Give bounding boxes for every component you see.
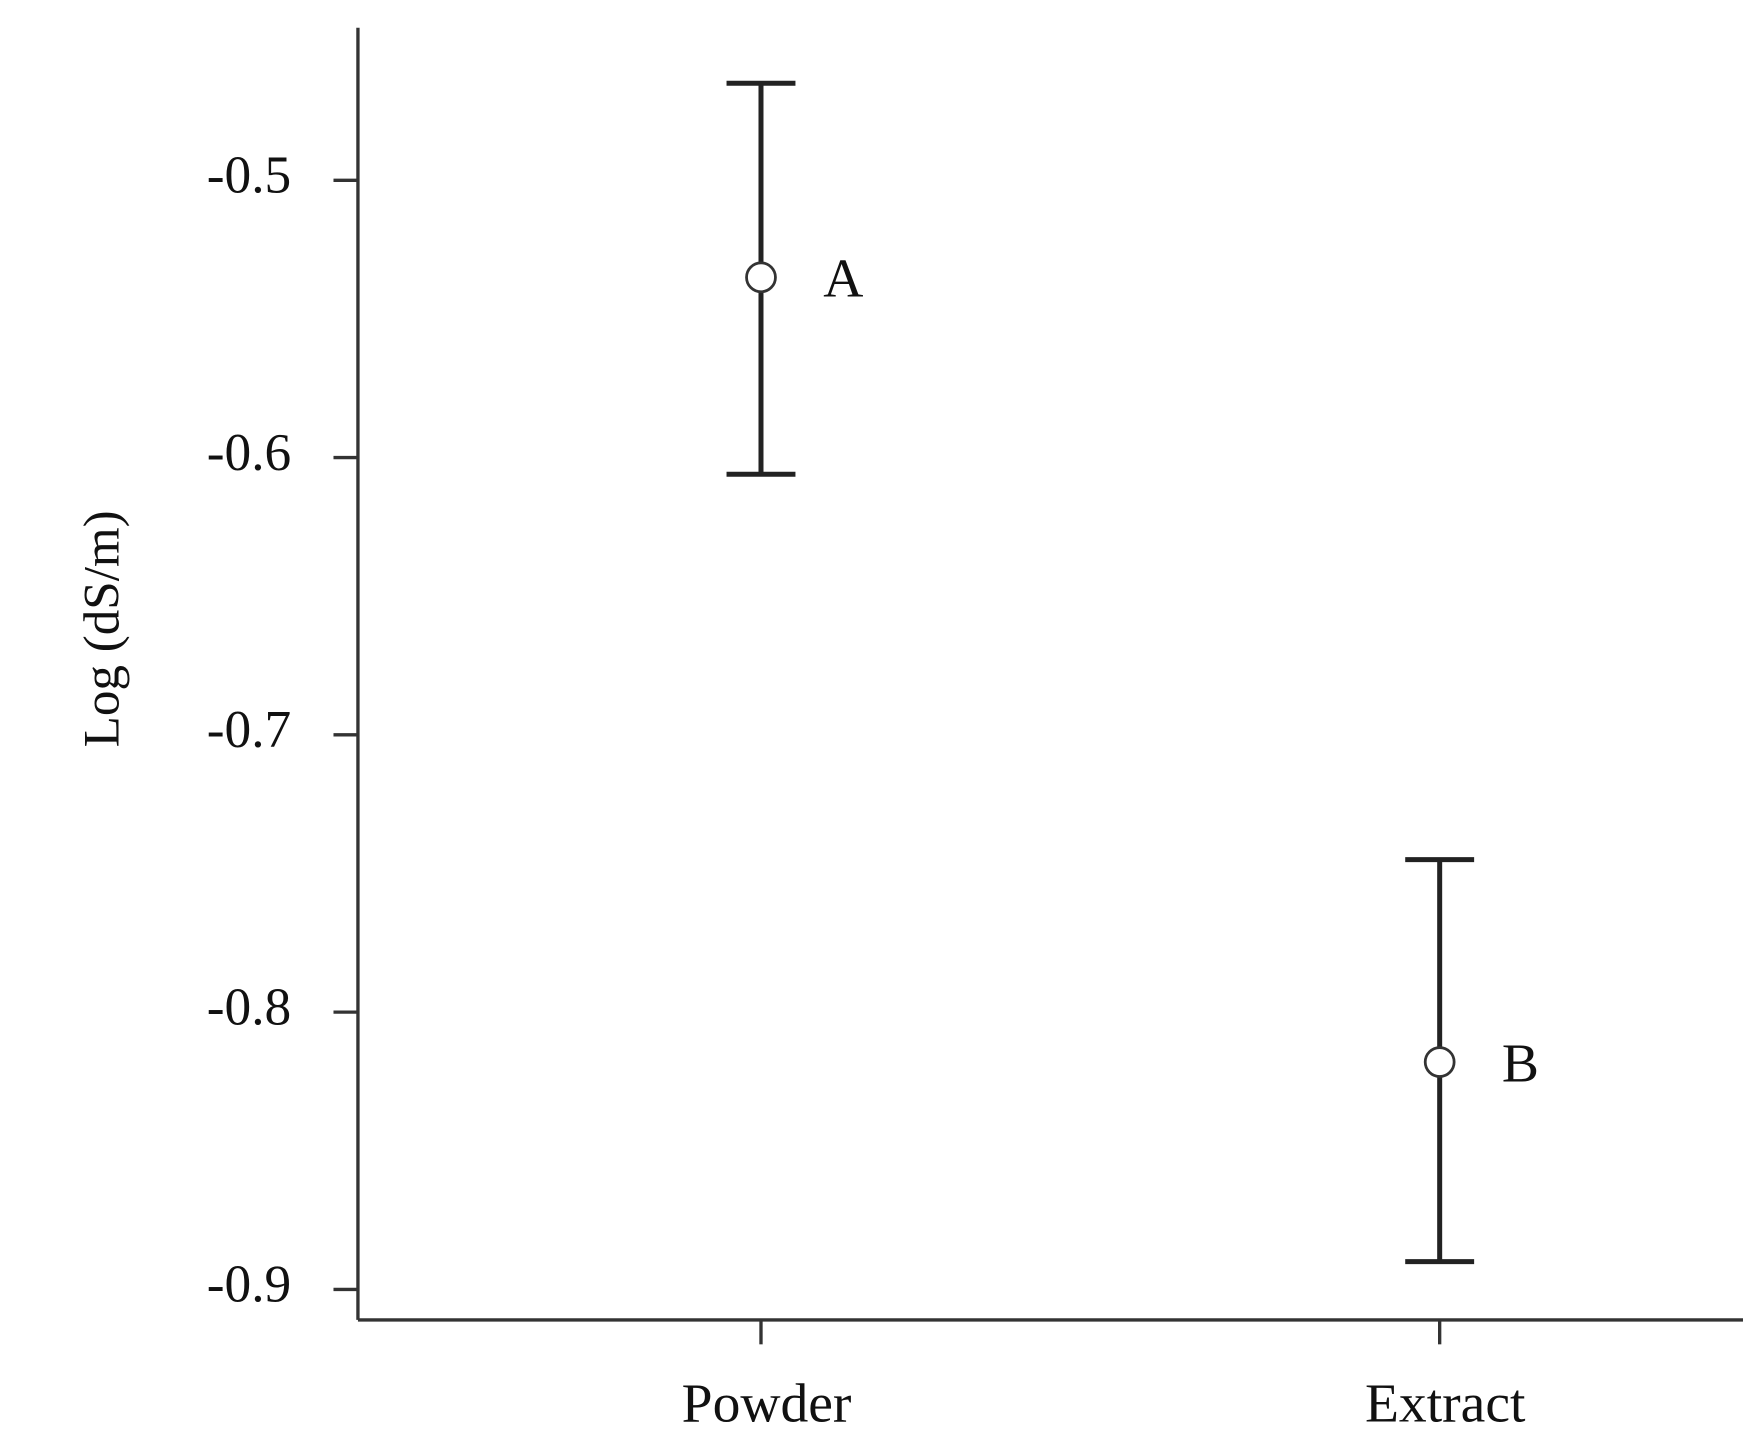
y-tick-label: -0.7 bbox=[207, 699, 291, 759]
annotation: A bbox=[823, 248, 863, 310]
point bbox=[1423, 1046, 1456, 1078]
y-tick-label: -0.6 bbox=[207, 422, 291, 482]
y-tick-label: -0.9 bbox=[207, 1254, 291, 1314]
annotation: B bbox=[1502, 1032, 1539, 1094]
y-axis-title: Log (dS/m) bbox=[73, 510, 130, 747]
point bbox=[745, 261, 777, 294]
x-tick-label: Extract bbox=[1365, 1373, 1526, 1435]
y-tick-label: -0.8 bbox=[207, 976, 291, 1036]
x-tick-label: Powder bbox=[682, 1373, 852, 1435]
y-tick-label: -0.5 bbox=[207, 145, 291, 205]
